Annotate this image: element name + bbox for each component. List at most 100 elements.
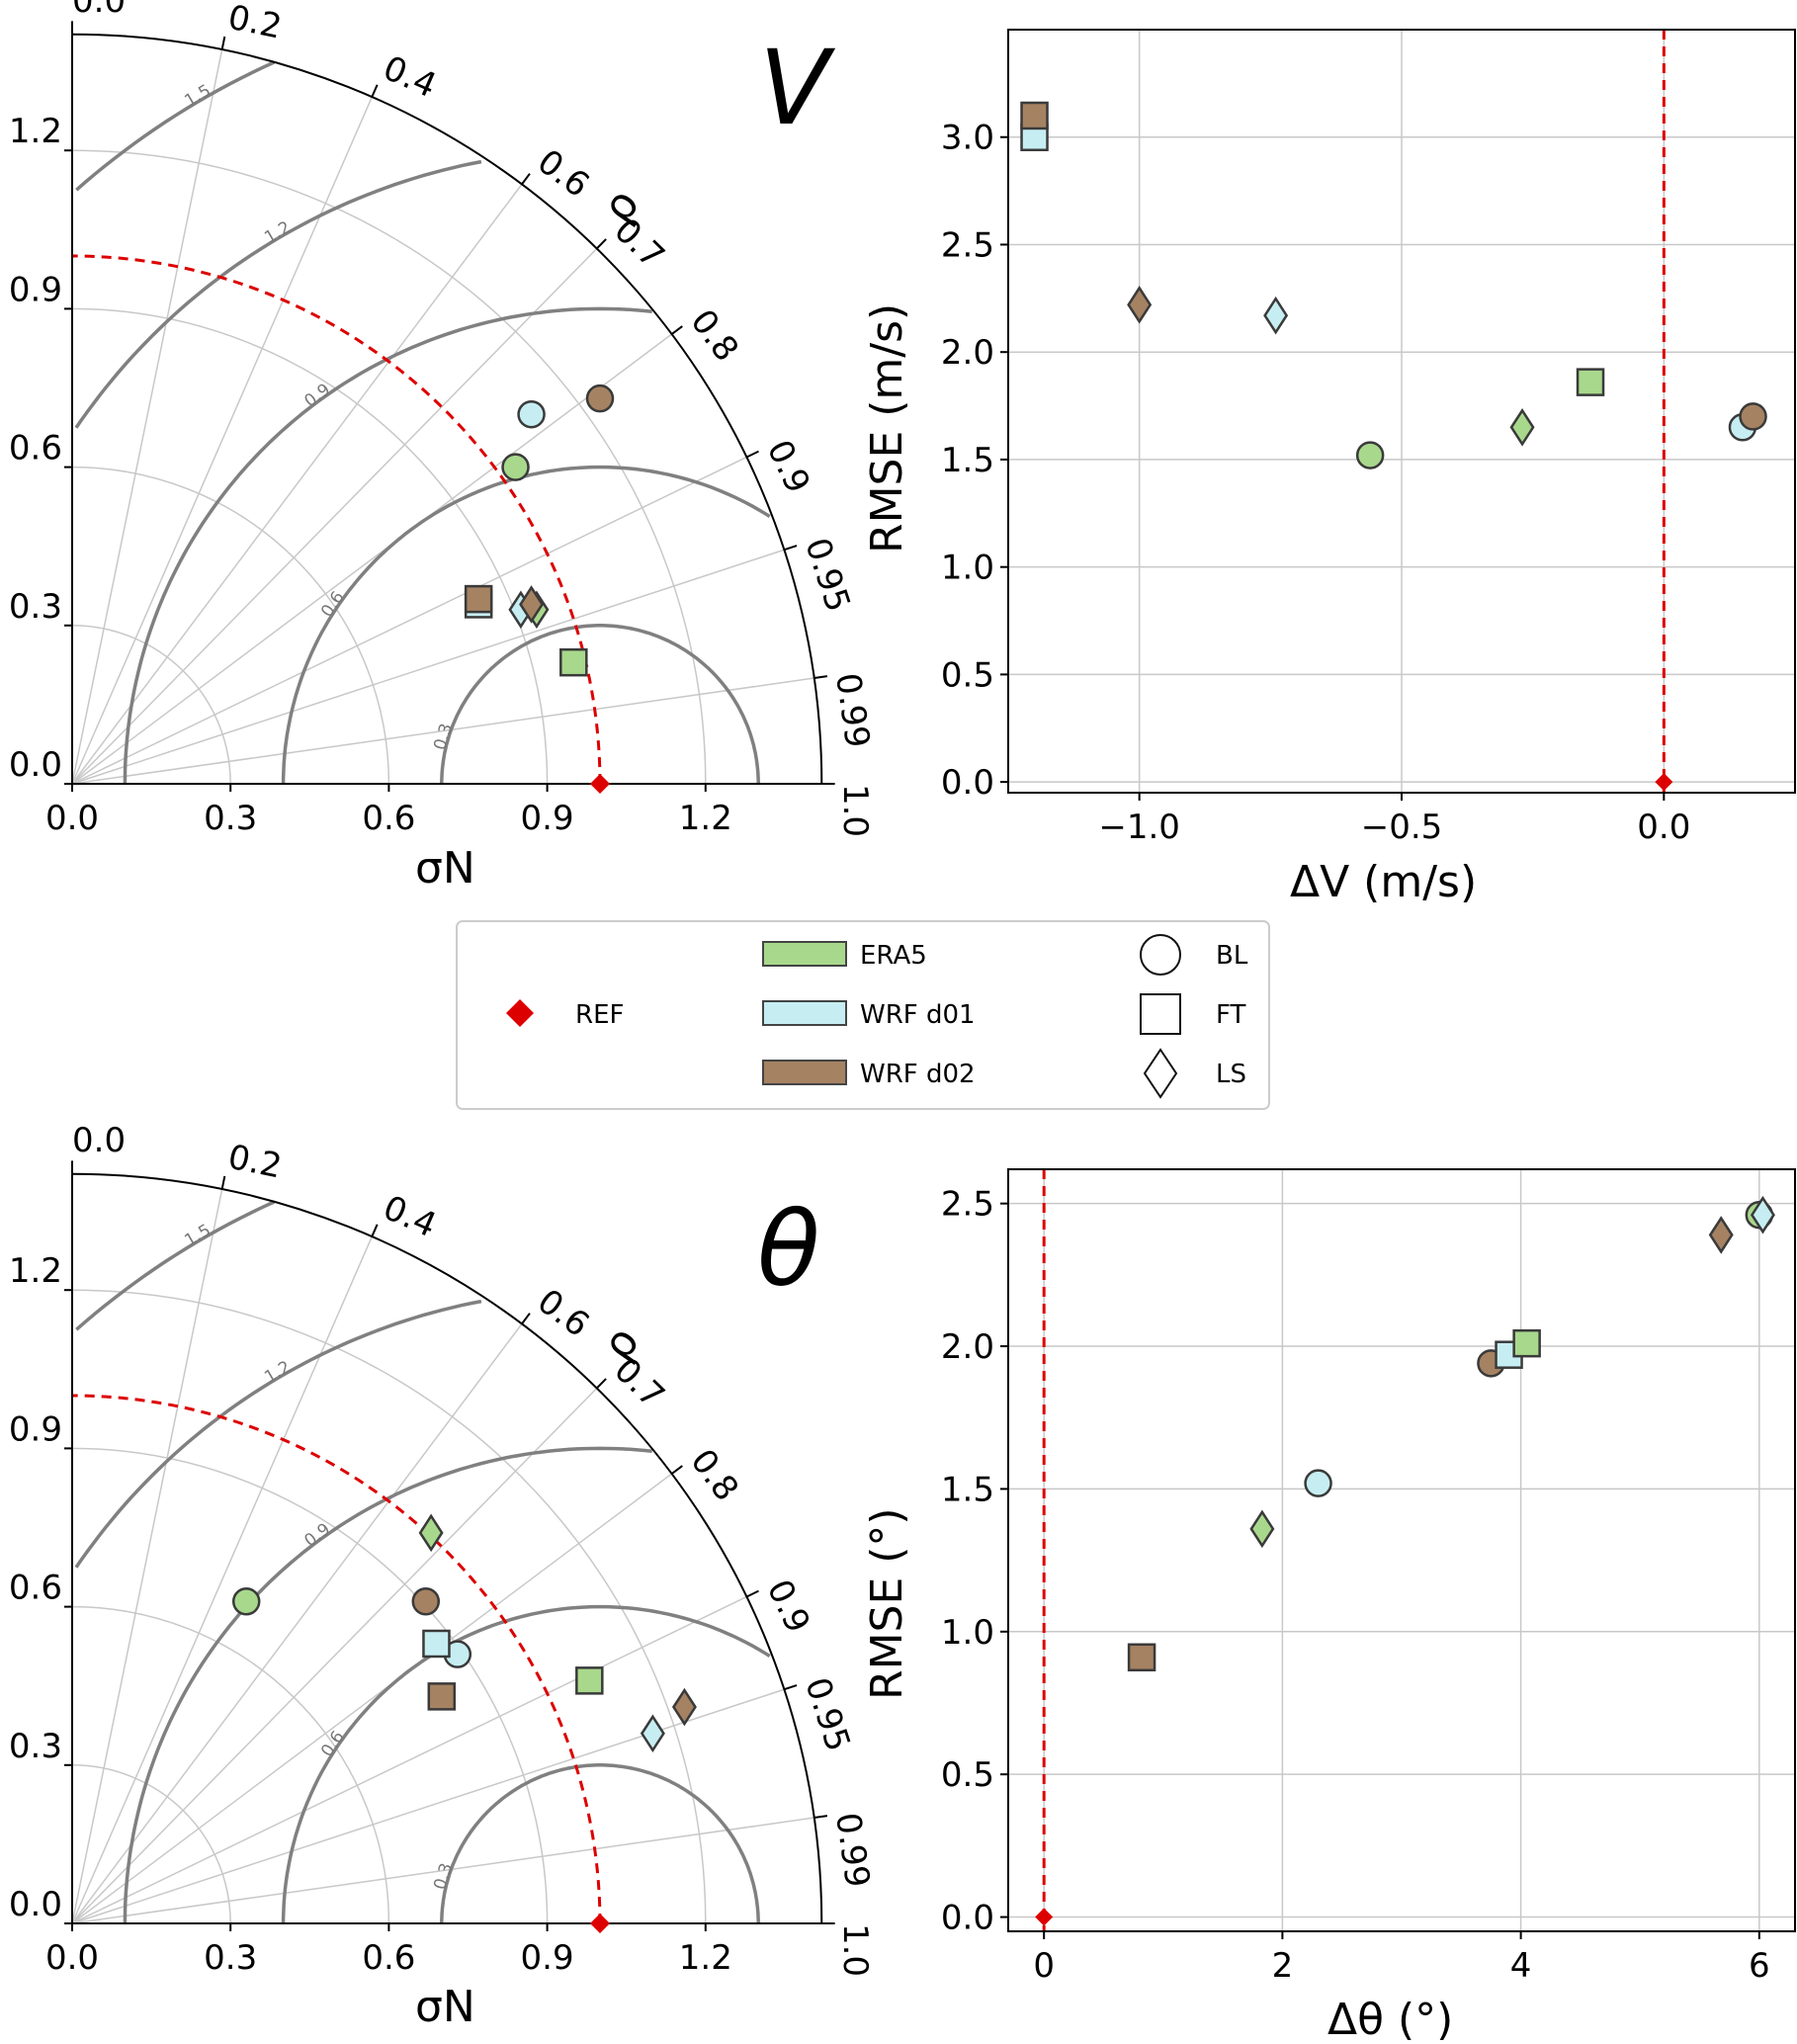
corr-tick	[813, 1815, 828, 1820]
taylor-theta-xlabel: σN	[415, 1982, 475, 2032]
corr-tick-label: 0.95	[797, 534, 858, 617]
legend-ref-marker	[506, 999, 534, 1027]
corr-tick-label: 0.2	[224, 1138, 285, 1187]
plot-frame	[1007, 1168, 1796, 1932]
corr-tick-label: 0.8	[682, 302, 745, 369]
std-gridline	[71, 1447, 549, 1924]
point-era5-ls	[1509, 408, 1535, 447]
y-tick-label: 1.5	[941, 1470, 994, 1509]
point-wrf-d02-bl	[585, 383, 615, 413]
legend-ft-label: FT	[1216, 1000, 1245, 1030]
legend-bl-label: BL	[1216, 941, 1248, 971]
corr-gridline	[71, 677, 814, 785]
y-tick-label: 1.0	[941, 1613, 994, 1653]
point-wrf-d01-ls	[1263, 296, 1289, 335]
corr-gridline	[71, 183, 523, 785]
panel-label-theta: θ	[757, 1189, 820, 1310]
corr-tick	[784, 1684, 798, 1691]
corr-tick	[784, 545, 798, 552]
rms-contour-label: 1.2	[261, 217, 294, 248]
point-era5-ls	[418, 1513, 444, 1553]
x-tick-label: 1.2	[679, 1938, 732, 1978]
legend-wrf-d01-swatch	[762, 1000, 847, 1026]
x-tick-label: −0.5	[1361, 808, 1443, 847]
rms-contour	[440, 1763, 760, 1923]
x-tick-label: 0.0	[45, 799, 99, 838]
scatter-v: −1.0 −0.5 0.0 0.0 0.5 1.0 1.5 2.0 2.5 3.0	[941, 29, 1796, 847]
y-tick-label: 0.3	[9, 1727, 62, 1766]
corr-tick	[746, 450, 759, 459]
point-wrf-d01-ls	[1750, 1195, 1775, 1235]
point-era5-ft	[1512, 1328, 1541, 1358]
point-wrf-d02-ls	[1708, 1216, 1734, 1254]
x-tick-label: 0	[1033, 1946, 1055, 1986]
y-tick-label: 0.9	[9, 270, 62, 309]
corr-gridline	[71, 549, 785, 785]
rms-contour-label: 0.3	[430, 1861, 457, 1893]
x-tick-label: 0.6	[362, 1938, 415, 1978]
y-tick-label: 0.0	[941, 1899, 994, 1938]
x-tick-label: 0.9	[521, 1938, 574, 1978]
legend-era5-swatch	[762, 941, 847, 967]
corr-gridline	[71, 48, 223, 785]
corr-tick	[371, 84, 379, 98]
y-tick-label: 0.0	[941, 763, 994, 803]
corr-tick-label: 0.95	[797, 1673, 858, 1756]
reference-std-arc	[71, 1394, 602, 1924]
point-wrf-d02-ft	[1020, 101, 1049, 130]
rms-contour	[75, 60, 276, 192]
y-tick-label: 1.0	[941, 549, 994, 588]
corr-tick	[596, 1378, 607, 1390]
std-gridline	[71, 625, 231, 785]
corr-tick	[220, 36, 226, 50]
scatter-v-xlabel: ΔV (m/s)	[1290, 857, 1477, 907]
y-tick-label: 1.2	[9, 112, 62, 151]
y-tick-label: 2.0	[941, 333, 994, 373]
taylor-diagram-theta: 0.30.60.91.21.50.00.00.30.30.60.60.90.91…	[9, 1121, 877, 1978]
point-wrf-d01-ft	[422, 1629, 451, 1659]
scatter-theta-xlabel: Δθ (°)	[1327, 1995, 1453, 2044]
x-tick-label: 0.0	[1637, 808, 1690, 847]
y-tick-label: 0.3	[9, 587, 62, 627]
std-gridline	[71, 307, 549, 785]
plot-frame	[1007, 29, 1796, 794]
reference-point	[590, 774, 610, 794]
std-gridline	[71, 149, 707, 785]
corr-tick	[671, 325, 683, 335]
rms-contour-label: 0.6	[317, 588, 349, 622]
rms-contour-label: 0.3	[430, 722, 457, 753]
x-tick-label: 0.0	[45, 1938, 99, 1978]
x-tick-label: 2	[1272, 1946, 1294, 1986]
legend-ref-label: REF	[575, 1000, 624, 1030]
corr-gridline	[71, 1235, 373, 1924]
point-wrf-d02-ls	[519, 585, 545, 624]
rms-contour	[281, 1604, 771, 1923]
corr-tick-label: 0.2	[224, 0, 285, 47]
reference-point	[590, 1914, 610, 1933]
legend-diamond-marker	[1143, 1048, 1178, 1099]
corr-tick	[521, 173, 531, 185]
corr-gridline	[71, 1387, 598, 1924]
x-tick-label: 6	[1749, 1946, 1770, 1986]
corr-tick-label: 0.0	[72, 0, 126, 21]
corr-gridline	[71, 1322, 523, 1924]
point-wrf-d02-bl	[411, 1587, 441, 1616]
point-era5-ft	[1576, 368, 1605, 396]
legend-circle-marker	[1140, 934, 1181, 976]
corr-tick	[220, 1175, 226, 1190]
std-gridline	[71, 1289, 707, 1924]
corr-tick-label: 0.99	[827, 1810, 877, 1890]
point-era5-bl	[501, 453, 530, 481]
corr-gridline	[71, 1473, 673, 1924]
y-tick-label: 1.5	[941, 441, 994, 480]
rms-contour	[123, 1446, 652, 1924]
corr-tick-label: 0.6	[530, 1282, 596, 1345]
corr-tick	[371, 1224, 379, 1237]
corr-tick	[596, 238, 607, 250]
corr-gridline	[71, 333, 673, 785]
std-gridline	[71, 1764, 231, 1924]
point-wrf-d02-ft	[464, 584, 493, 614]
reference-point	[1655, 773, 1673, 792]
corr-gridline	[71, 1688, 785, 1924]
